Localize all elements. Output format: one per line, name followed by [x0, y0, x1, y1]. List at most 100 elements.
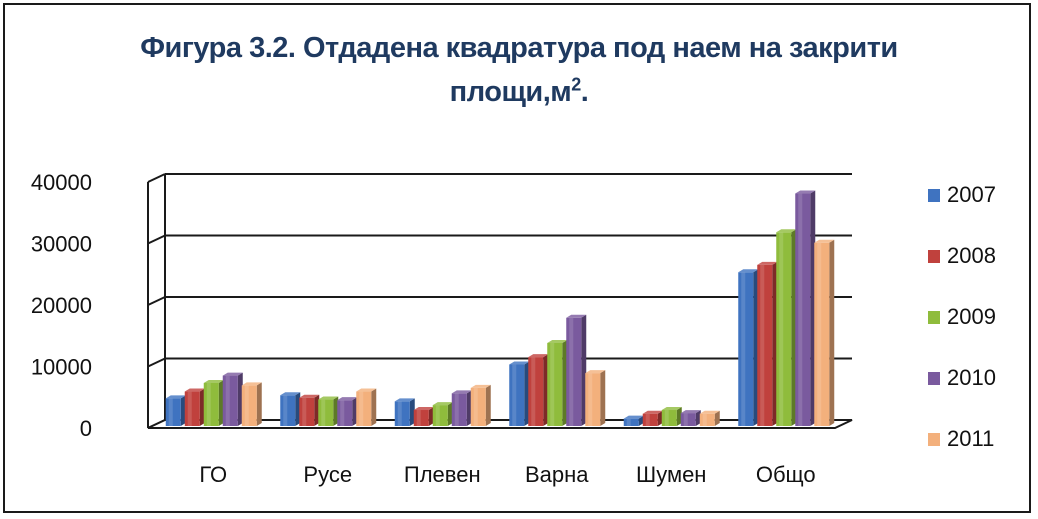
legend-label: 2008 — [947, 243, 996, 268]
bar-highlight — [645, 413, 650, 426]
bar-top — [165, 395, 186, 399]
bar-side — [447, 402, 453, 426]
bar-side — [256, 382, 262, 426]
bar-side — [772, 261, 778, 426]
bar-top — [814, 239, 835, 243]
bar-top — [795, 190, 816, 194]
bar-highlight — [741, 272, 746, 426]
chart-title-line1: Фигура 3.2. Отдадена квадратура под наем… — [140, 32, 898, 64]
bar-highlight — [569, 317, 574, 426]
bar — [661, 410, 677, 426]
bar-top — [451, 390, 472, 394]
bar — [165, 398, 181, 426]
bar-side — [333, 396, 339, 426]
bar-highlight — [397, 401, 402, 426]
bar — [566, 317, 582, 426]
chart-title-superscript: 2 — [571, 74, 581, 95]
legend-item: 2011 — [928, 424, 994, 454]
bar-highlight — [817, 242, 822, 426]
bar-highlight — [531, 357, 536, 426]
chart-title-line2: площи,м2. — [0, 70, 1038, 114]
bar-side — [543, 354, 549, 426]
legend-swatch — [928, 249, 940, 263]
x-category-label: Общо — [756, 462, 816, 487]
bar-side — [753, 269, 759, 426]
bar-highlight — [683, 413, 688, 426]
bar-side — [466, 390, 472, 426]
bar-highlight — [473, 387, 478, 426]
legend-item: 2010 — [928, 363, 996, 393]
bar-top — [394, 398, 415, 402]
bar-side — [218, 379, 224, 426]
bar-highlight — [454, 393, 459, 426]
bar-top — [184, 388, 205, 392]
bar-highlight — [302, 397, 307, 426]
bar — [623, 418, 639, 426]
bar-highlight — [340, 400, 345, 426]
bar-highlight — [550, 342, 555, 426]
bar-top — [280, 392, 301, 396]
bar-top — [203, 379, 224, 383]
bar — [394, 401, 410, 426]
legend-swatch — [928, 188, 940, 202]
bar-side — [581, 314, 587, 426]
bar-highlight — [206, 382, 211, 426]
x-category-label: Шумен — [636, 462, 706, 487]
y-tick-label: 20000 — [31, 293, 92, 318]
bar-side — [810, 190, 816, 426]
chart-title-end: . — [580, 76, 589, 108]
y-tick-label: 40000 — [31, 170, 92, 195]
bar — [776, 232, 792, 426]
bar-side — [524, 361, 530, 426]
bar-top — [432, 402, 453, 406]
bar — [642, 413, 658, 426]
bar-highlight — [664, 410, 669, 426]
bar-top — [623, 415, 644, 419]
chart-legend: 2007 2008 2009 2010 2011 — [928, 180, 1028, 480]
bar-top — [470, 384, 491, 388]
bar-top — [680, 410, 701, 414]
bar-top — [699, 410, 720, 414]
y-tick-label: 30000 — [31, 232, 92, 257]
x-category-label: Варна — [525, 462, 589, 487]
bar-side — [657, 410, 663, 426]
bar-side — [199, 388, 205, 426]
bar-top — [528, 354, 549, 358]
chart-title: Фигура 3.2. Отдадена квадратура под наем… — [0, 26, 1038, 114]
bar — [738, 272, 754, 426]
bar — [585, 373, 601, 426]
legend-label: 2010 — [947, 365, 996, 390]
bar-top — [757, 261, 778, 265]
bar-side — [695, 410, 701, 426]
bar-top — [222, 372, 243, 376]
bar-top — [661, 407, 682, 411]
bar-side — [409, 398, 415, 426]
bar-side — [676, 407, 682, 426]
x-category-label: Плевен — [404, 462, 481, 487]
bar — [222, 375, 238, 426]
gridline-side — [147, 234, 166, 245]
bar-highlight — [798, 193, 803, 426]
bar — [299, 397, 315, 426]
legend-item: 2009 — [928, 302, 996, 332]
gridline-side — [147, 296, 166, 306]
bar-side — [428, 407, 434, 426]
bar-side — [485, 384, 491, 426]
bar — [547, 342, 563, 426]
chart-title-text: площи,м — [449, 76, 572, 108]
bar-side — [237, 372, 243, 426]
bar-top — [241, 382, 262, 386]
bar-side — [638, 415, 644, 426]
bar — [814, 242, 830, 426]
legend-label: 2007 — [947, 182, 996, 207]
bar — [337, 400, 353, 426]
bar-side — [352, 397, 358, 426]
bar-top — [509, 361, 530, 365]
bar-side — [714, 410, 720, 426]
bar-highlight — [359, 391, 364, 426]
bar-highlight — [168, 398, 173, 426]
bar-highlight — [512, 364, 517, 426]
bar — [757, 264, 773, 426]
bar-top — [547, 339, 568, 343]
bar — [413, 410, 429, 426]
